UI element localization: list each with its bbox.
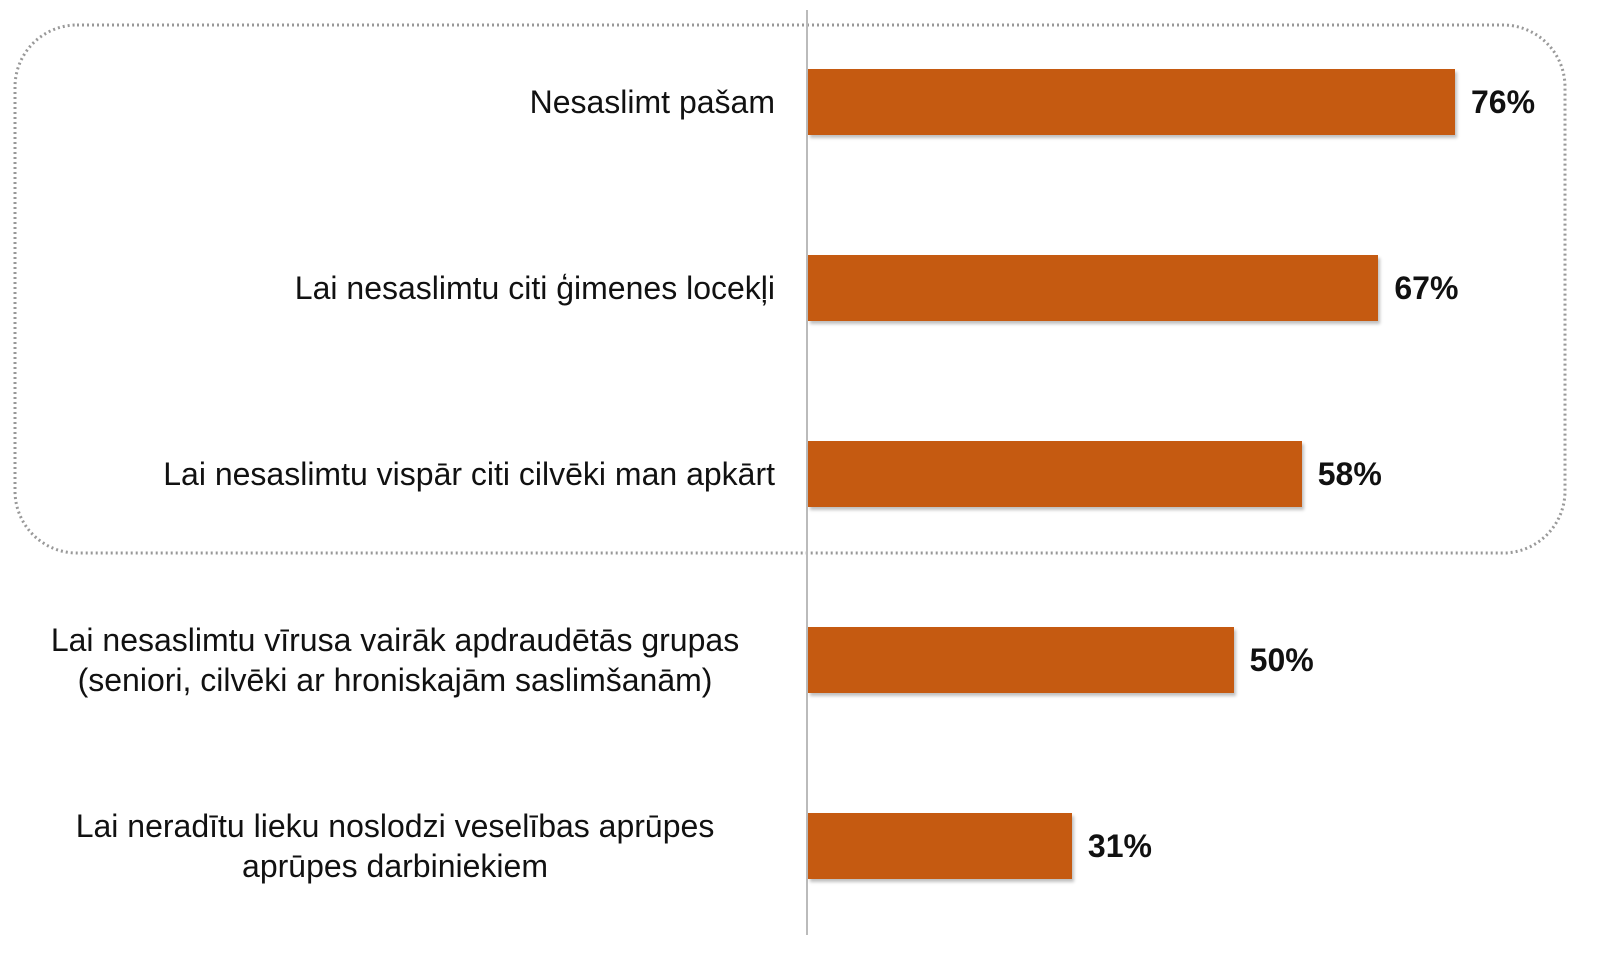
- category-label: Lai nesaslimtu vispār citi cilvēki man a…: [163, 456, 775, 492]
- category-row: Lai neradītu lieku noslodzi veselības ap…: [15, 753, 775, 939]
- bar: [808, 69, 1455, 135]
- category-row: Lai nesaslimtu vīrusa vairāk apdraudētās…: [15, 567, 775, 753]
- bar: [808, 627, 1234, 693]
- value-label: 31%: [1087, 828, 1152, 864]
- category-label: Nesaslimt pašam: [529, 84, 775, 120]
- category-label: Lai nesaslimtu vīrusa vairāk apdraudētās…: [50, 622, 740, 698]
- highlight-box: [13, 23, 1567, 555]
- value-label: 76%: [1471, 84, 1536, 120]
- bar: [808, 255, 1379, 321]
- bar: [808, 441, 1302, 507]
- value-label: 58%: [1317, 456, 1382, 492]
- category-row: Nesaslimt pašam: [15, 9, 775, 195]
- bar: [808, 813, 1072, 879]
- value-label: 50%: [1249, 642, 1314, 678]
- category-row: Lai nesaslimtu citi ģimenes locekļi: [15, 195, 775, 381]
- category-label: Lai neradītu lieku noslodzi veselības ap…: [75, 808, 715, 884]
- value-label: 67%: [1394, 270, 1459, 306]
- category-row: Lai nesaslimtu vispār citi cilvēki man a…: [15, 381, 775, 567]
- category-label: Lai nesaslimtu citi ģimenes locekļi: [294, 270, 775, 306]
